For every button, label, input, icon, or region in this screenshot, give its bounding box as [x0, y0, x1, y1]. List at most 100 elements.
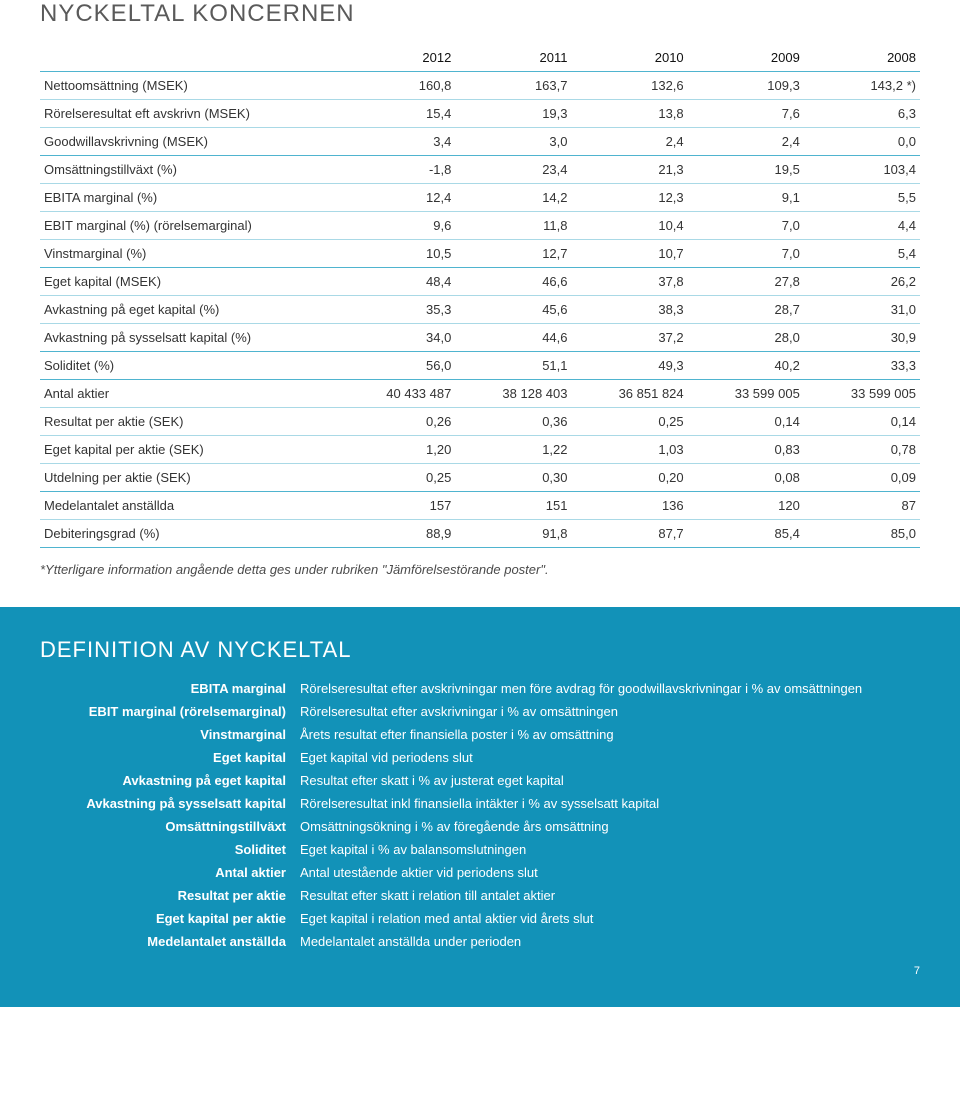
metric-label: Omsättningstillväxt (%) [40, 156, 339, 184]
metric-value: 35,3 [339, 296, 455, 324]
year-header: 2012 [339, 44, 455, 72]
definition-term: Soliditet [40, 842, 300, 857]
metric-label: Eget kapital per aktie (SEK) [40, 436, 339, 464]
definition-row: EBITA marginalRörelseresultat efter avsk… [40, 677, 920, 700]
metric-label: Utdelning per aktie (SEK) [40, 464, 339, 492]
metric-value: 9,1 [688, 184, 804, 212]
table-row: Avkastning på eget kapital (%)35,345,638… [40, 296, 920, 324]
financial-metrics-page: NYCKELTAL KONCERNEN 2012 2011 2010 2009 … [0, 0, 960, 607]
definition-term: Avkastning på eget kapital [40, 773, 300, 788]
definition-text: Rörelseresultat inkl finansiella intäkte… [300, 796, 920, 811]
table-row: EBIT marginal (%) (rörelsemarginal)9,611… [40, 212, 920, 240]
definition-text: Medelantalet anställda under perioden [300, 934, 920, 949]
metric-value: 19,3 [455, 100, 571, 128]
definition-term: Antal aktier [40, 865, 300, 880]
metric-label: Resultat per aktie (SEK) [40, 408, 339, 436]
metric-label: Goodwillavskrivning (MSEK) [40, 128, 339, 156]
table-row: Nettoomsättning (MSEK)160,8163,7132,6109… [40, 72, 920, 100]
metric-value: 11,8 [455, 212, 571, 240]
definition-row: Antal aktierAntal utestående aktier vid … [40, 861, 920, 884]
definition-text: Eget kapital vid periodens slut [300, 750, 920, 765]
definition-text: Rörelseresultat efter avskrivningar i % … [300, 704, 920, 719]
table-row: Soliditet (%)56,051,149,340,233,3 [40, 352, 920, 380]
metric-value: 36 851 824 [572, 380, 688, 408]
metric-value: 157 [339, 492, 455, 520]
metric-label: Soliditet (%) [40, 352, 339, 380]
definition-row: Avkastning på sysselsatt kapitalRörelser… [40, 792, 920, 815]
table-row: Debiteringsgrad (%)88,991,887,785,485,0 [40, 520, 920, 548]
definition-row: SoliditetEget kapital i % av balansomslu… [40, 838, 920, 861]
metric-value: 109,3 [688, 72, 804, 100]
metric-value: 88,9 [339, 520, 455, 548]
metric-value: 151 [455, 492, 571, 520]
metric-value: 5,5 [804, 184, 920, 212]
metric-value: 2,4 [572, 128, 688, 156]
metric-value: 136 [572, 492, 688, 520]
table-row: Vinstmarginal (%)10,512,710,77,05,4 [40, 240, 920, 268]
definition-row: Resultat per aktieResultat efter skatt i… [40, 884, 920, 907]
definition-row: Eget kapital per aktieEget kapital i rel… [40, 907, 920, 930]
definition-text: Årets resultat efter finansiella poster … [300, 727, 920, 742]
definition-term: Vinstmarginal [40, 727, 300, 742]
metric-value: 0,25 [339, 464, 455, 492]
definition-term: Resultat per aktie [40, 888, 300, 903]
metric-value: 7,0 [688, 240, 804, 268]
metric-label: Antal aktier [40, 380, 339, 408]
metric-value: 143,2 *) [804, 72, 920, 100]
metric-label: Rörelseresultat eft avskrivn (MSEK) [40, 100, 339, 128]
metric-value: 51,1 [455, 352, 571, 380]
metric-value: 48,4 [339, 268, 455, 296]
metrics-table: 2012 2011 2010 2009 2008 Nettoomsättning… [40, 44, 920, 548]
definition-text: Eget kapital i % av balansomslutningen [300, 842, 920, 857]
metric-value: 15,4 [339, 100, 455, 128]
table-row: Eget kapital (MSEK)48,446,637,827,826,2 [40, 268, 920, 296]
definition-text: Resultat efter skatt i % av justerat ege… [300, 773, 920, 788]
metric-label: Nettoomsättning (MSEK) [40, 72, 339, 100]
metric-value: 26,2 [804, 268, 920, 296]
metric-value: 10,7 [572, 240, 688, 268]
metric-value: 37,2 [572, 324, 688, 352]
metric-value: 49,3 [572, 352, 688, 380]
table-header-row: 2012 2011 2010 2009 2008 [40, 44, 920, 72]
metric-value: 12,7 [455, 240, 571, 268]
definition-text: Rörelseresultat efter avskrivningar men … [300, 681, 920, 696]
metric-value: 3,0 [455, 128, 571, 156]
metric-value: 85,4 [688, 520, 804, 548]
metric-value: 12,3 [572, 184, 688, 212]
metric-value: 120 [688, 492, 804, 520]
definition-row: VinstmarginalÅrets resultat efter finans… [40, 723, 920, 746]
metric-value: 1,03 [572, 436, 688, 464]
metric-value: 0,36 [455, 408, 571, 436]
metric-label: Vinstmarginal (%) [40, 240, 339, 268]
table-row: Avkastning på sysselsatt kapital (%)34,0… [40, 324, 920, 352]
table-row: Omsättningstillväxt (%)-1,823,421,319,51… [40, 156, 920, 184]
metric-value: 9,6 [339, 212, 455, 240]
definition-term: EBIT marginal (rörelsemarginal) [40, 704, 300, 719]
year-header: 2011 [455, 44, 571, 72]
metric-value: 46,6 [455, 268, 571, 296]
definition-row: EBIT marginal (rörelsemarginal)Rörelsere… [40, 700, 920, 723]
definition-row: OmsättningstillväxtOmsättningsökning i %… [40, 815, 920, 838]
metric-value: 0,0 [804, 128, 920, 156]
definition-text: Omsättningsökning i % av föregående års … [300, 819, 920, 834]
year-header: 2010 [572, 44, 688, 72]
definitions-block: DEFINITION AV NYCKELTAL EBITA marginalRö… [0, 607, 960, 1007]
metric-label: Avkastning på eget kapital (%) [40, 296, 339, 324]
metric-value: 0,14 [804, 408, 920, 436]
metric-value: 10,4 [572, 212, 688, 240]
metric-value: 38 128 403 [455, 380, 571, 408]
metric-value: 33 599 005 [804, 380, 920, 408]
metric-value: 163,7 [455, 72, 571, 100]
table-row: Rörelseresultat eft avskrivn (MSEK)15,41… [40, 100, 920, 128]
metric-value: 31,0 [804, 296, 920, 324]
metric-label: Debiteringsgrad (%) [40, 520, 339, 548]
metric-value: 2,4 [688, 128, 804, 156]
metric-label: Medelantalet anställda [40, 492, 339, 520]
metric-value: 40,2 [688, 352, 804, 380]
page-title: NYCKELTAL KONCERNEN [40, 0, 920, 28]
definition-row: Avkastning på eget kapitalResultat efter… [40, 769, 920, 792]
table-row: Utdelning per aktie (SEK)0,250,300,200,0… [40, 464, 920, 492]
table-row: Resultat per aktie (SEK)0,260,360,250,14… [40, 408, 920, 436]
metric-value: 87,7 [572, 520, 688, 548]
metric-value: 0,25 [572, 408, 688, 436]
